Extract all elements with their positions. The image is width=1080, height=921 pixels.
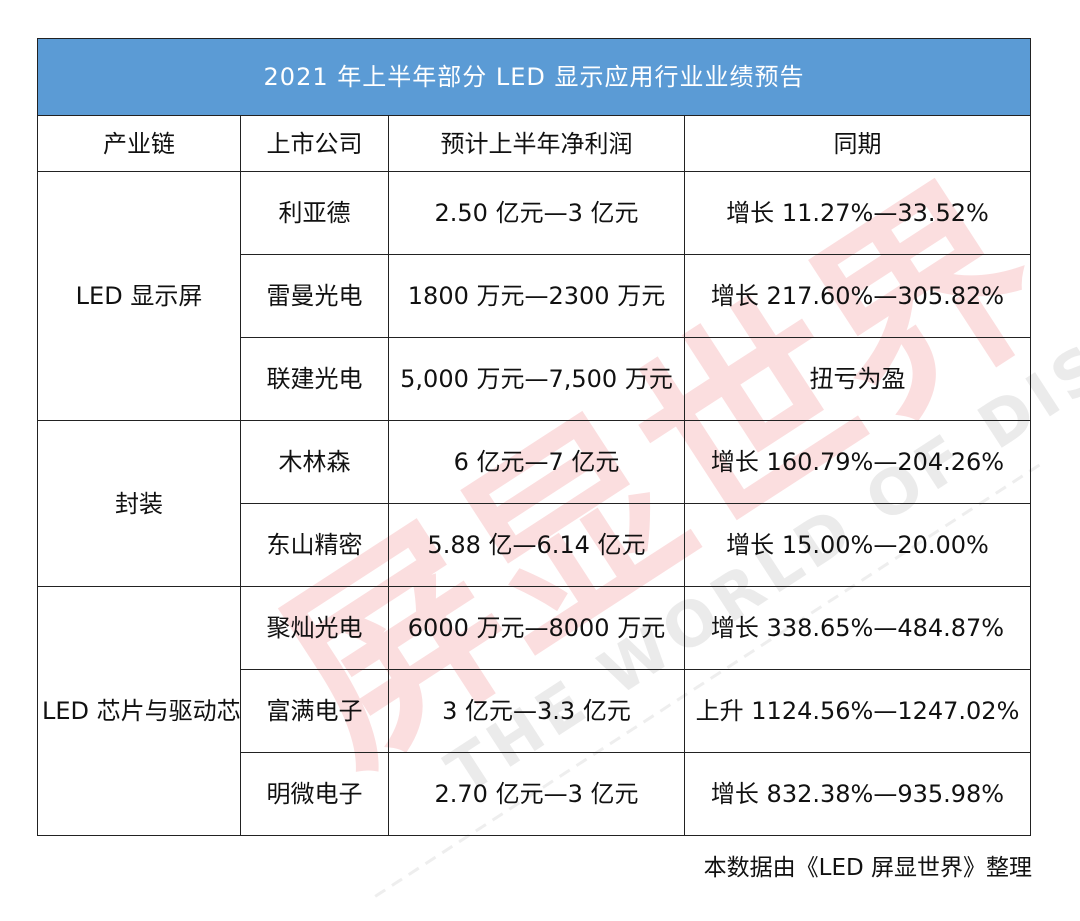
table-row: LED 芯片与驱动芯片 聚灿光电 6000 万元—8000 万元 增长 338.… bbox=[37, 586, 1032, 836]
profit-cell: 2.50 亿元—3 亿元 bbox=[388, 171, 685, 255]
profit-cell: 3 亿元—3.3 亿元 bbox=[388, 669, 685, 753]
change-cell: 增长 338.65%—484.87% bbox=[683, 586, 1032, 670]
profit-cell: 1800 万元—2300 万元 bbox=[388, 254, 685, 338]
profit-cell: 6000 万元—8000 万元 bbox=[388, 586, 685, 670]
table-row: 东山精密 5.88 亿—6.14 亿元 增长 15.00%—20.00% bbox=[38, 503, 1032, 587]
change-cell: 增长 11.27%—33.52% bbox=[683, 171, 1032, 255]
profit-cell: 5,000 万元—7,500 万元 bbox=[388, 337, 685, 421]
table-row: 封装 木林森 6 亿元—7 亿元 增长 160.79%—204.26% bbox=[37, 420, 1032, 587]
company-cell: 东山精密 bbox=[240, 503, 389, 587]
company-cell: 木林森 bbox=[240, 420, 389, 504]
table-row: 明微电子 2.70 亿元—3 亿元 增长 832.38%—935.98% bbox=[38, 752, 1032, 836]
column-header-chain: 产业链 bbox=[37, 115, 241, 172]
company-cell: 明微电子 bbox=[240, 752, 389, 836]
profit-cell: 6 亿元—7 亿元 bbox=[388, 420, 685, 504]
change-cell: 增长 160.79%—204.26% bbox=[683, 420, 1032, 504]
company-cell: 利亚德 bbox=[240, 171, 389, 255]
company-cell: 聚灿光电 bbox=[240, 586, 389, 670]
change-cell: 增长 832.38%—935.98% bbox=[683, 752, 1032, 836]
chain-cell-chip-driver-text: LED 芯片与驱动芯片 bbox=[42, 697, 241, 725]
chain-cell-led-display: LED 显示屏 bbox=[37, 171, 241, 421]
company-cell: 雷曼光电 bbox=[240, 254, 389, 338]
profit-cell: 2.70 亿元—3 亿元 bbox=[388, 752, 685, 836]
source-note: 本数据由《LED 屏显世界》整理 bbox=[703, 855, 1032, 881]
change-cell: 上升 1124.56%—1247.02% bbox=[683, 669, 1032, 753]
table-row: 富满电子 3 亿元—3.3 亿元 上升 1124.56%—1247.02% bbox=[38, 669, 1032, 753]
column-header-change: 同期 bbox=[683, 115, 1032, 172]
performance-forecast-table: 2021 年上半年部分 LED 显示应用行业业绩预告 产业链 上市公司 预计上半… bbox=[36, 38, 1032, 836]
profit-cell: 5.88 亿—6.14 亿元 bbox=[388, 503, 685, 587]
company-cell: 富满电子 bbox=[240, 669, 389, 753]
table-header-row: 产业链 上市公司 预计上半年净利润 同期 bbox=[37, 115, 1032, 172]
table-title-row: 2021 年上半年部分 LED 显示应用行业业绩预告 bbox=[36, 38, 1032, 116]
table-row: 联建光电 5,000 万元—7,500 万元 扭亏为盈 bbox=[38, 337, 1032, 421]
chain-cell-packaging: 封装 bbox=[37, 420, 241, 587]
column-header-company: 上市公司 bbox=[240, 115, 389, 172]
column-header-profit: 预计上半年净利润 bbox=[388, 115, 685, 172]
company-cell: 联建光电 bbox=[240, 337, 389, 421]
change-cell: 扭亏为盈 bbox=[683, 337, 1032, 421]
table-row: 雷曼光电 1800 万元—2300 万元 增长 217.60%—305.82% bbox=[38, 254, 1032, 338]
table-title: 2021 年上半年部分 LED 显示应用行业业绩预告 bbox=[36, 38, 1032, 116]
table-row: LED 显示屏 利亚德 2.50 亿元—3 亿元 增长 11.27%—33.52… bbox=[37, 171, 1032, 421]
change-cell: 增长 15.00%—20.00% bbox=[683, 503, 1032, 587]
chain-cell-chip-driver: LED 芯片与驱动芯片 bbox=[37, 586, 241, 836]
change-cell: 增长 217.60%—305.82% bbox=[683, 254, 1032, 338]
